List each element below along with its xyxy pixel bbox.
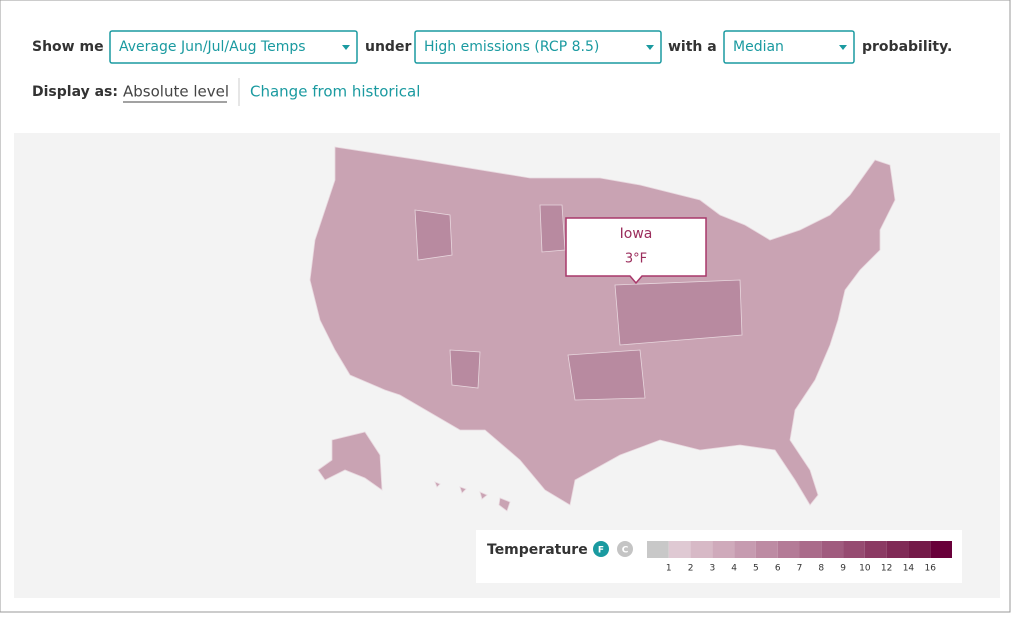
tooltip-value: 3°F (625, 252, 647, 267)
legend-label: 1 (666, 564, 672, 574)
legend-swatch (755, 541, 778, 558)
label: probability. (862, 39, 952, 55)
legend-swatch (908, 541, 931, 558)
alaska[interactable] (317, 431, 383, 491)
legend-swatch (712, 541, 735, 558)
legend-label: 4 (731, 564, 737, 574)
legend-label: 10 (859, 564, 871, 574)
legend-swatch (930, 541, 952, 558)
dropdown-value[interactable]: High emissions (RCP 8.5) (424, 39, 599, 55)
legend-swatch (886, 541, 909, 558)
hawaii[interactable] (434, 481, 511, 512)
legend-label: 9 (840, 564, 846, 574)
legend-label: 2 (688, 564, 694, 574)
legend-label: 14 (903, 564, 915, 574)
dropdown[interactable] (723, 30, 855, 64)
tooltip: Iowa 3°F (565, 217, 707, 285)
legend-label: 7 (797, 564, 803, 574)
region[interactable] (567, 349, 646, 401)
arrow (839, 45, 847, 50)
region[interactable] (449, 349, 481, 389)
dropdown[interactable] (109, 30, 358, 64)
legend-label: 3 (709, 564, 715, 574)
unit-label[interactable]: C (622, 546, 629, 556)
legend-swatch (668, 541, 691, 558)
unit-label[interactable]: F (598, 546, 604, 556)
dropdown-value[interactable]: Median (733, 39, 784, 55)
region[interactable] (414, 209, 453, 261)
legend-swatch (734, 541, 756, 558)
label: Show me (32, 39, 104, 55)
label: with a (668, 39, 717, 55)
legend-swatch (864, 541, 887, 558)
region[interactable] (614, 279, 743, 346)
legend-label: 5 (753, 564, 759, 574)
region[interactable] (539, 204, 566, 253)
legend-swatch (777, 541, 800, 558)
legend-swatch (843, 541, 865, 558)
arrow (342, 45, 350, 50)
legend-label: 16 (924, 564, 936, 574)
option[interactable]: Change from historical (250, 83, 420, 101)
legend-title: Temperature (487, 542, 588, 558)
legend-swatch (821, 541, 844, 558)
legend-swatch (799, 541, 822, 558)
legend-label: 8 (818, 564, 824, 574)
unit-toggle[interactable] (617, 541, 633, 557)
legend-label: 6 (775, 564, 781, 574)
unit-toggle[interactable] (593, 541, 609, 557)
dropdown-value[interactable]: Average Jun/Jul/Aug Temps (119, 39, 306, 55)
us-map[interactable] (309, 146, 896, 512)
label: under (365, 39, 411, 55)
legend-swatch (647, 541, 669, 558)
contiguous-us[interactable] (309, 146, 896, 506)
tooltip-region: Iowa (620, 226, 653, 242)
arrow (646, 45, 654, 50)
legend-swatch (690, 541, 713, 558)
option-selected[interactable]: Absolute level (123, 83, 229, 101)
dropdown[interactable] (414, 30, 662, 64)
legend: Temperature F C1 2 3 4 5 6 7 8 9 10 12 14 16 (476, 530, 962, 583)
label: Display as: (32, 84, 118, 100)
tooltip-box (565, 217, 707, 285)
legend-label: 12 (881, 564, 892, 574)
